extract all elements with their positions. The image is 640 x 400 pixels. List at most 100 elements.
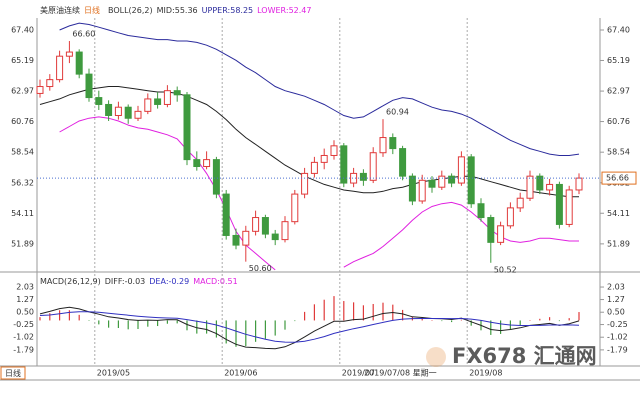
macd-bar — [245, 320, 247, 347]
indicator: BOLL(26,2) — [108, 6, 153, 15]
indicator-line — [59, 22, 580, 156]
candle-body — [408, 175, 416, 202]
indicator-line — [39, 86, 579, 198]
macd-bar — [441, 320, 443, 322]
macd-bar — [353, 302, 355, 321]
macd-bar — [558, 320, 560, 322]
macd-bar — [127, 320, 129, 330]
macd-bar — [255, 320, 257, 342]
candle-body — [487, 217, 495, 243]
candle-body — [261, 217, 269, 235]
legend-entry: UPPER:58.25 — [202, 6, 253, 15]
period: 日线 — [84, 5, 100, 15]
candle-body — [516, 197, 524, 209]
macd-bar — [529, 320, 531, 321]
candle-body — [506, 207, 514, 227]
candle-body — [291, 193, 299, 223]
candle-body — [546, 183, 554, 191]
macd-bar — [402, 309, 404, 321]
y-tick-label: 0.50 — [607, 308, 625, 317]
macd-bar — [147, 320, 149, 327]
period-tab[interactable] — [0, 366, 26, 380]
macd-bar — [372, 303, 374, 321]
y-tick-label: 56.32 — [11, 178, 34, 187]
macd-bar — [304, 311, 306, 321]
legend-entry: MID:55.36 — [157, 6, 198, 15]
candle-body — [124, 106, 132, 119]
y-tick-label: -0.25 — [13, 320, 34, 329]
high-low-label: 50.60 — [249, 264, 272, 273]
macd-bar — [108, 320, 110, 328]
main-header: 美原油连续 日线 BOLL(26,2) MID:55.36 UPPER:58.25 LOW… — [40, 5, 311, 15]
candle-body — [242, 230, 250, 246]
macd-bar — [333, 296, 335, 321]
candle-body — [203, 159, 211, 168]
candle-body — [497, 225, 505, 243]
candle-body — [56, 55, 64, 81]
macd-bar — [176, 320, 178, 324]
y-tick-label: 62.97 — [11, 87, 34, 96]
candle-body — [350, 172, 358, 184]
candle-body — [526, 175, 534, 199]
macd-bar — [186, 320, 188, 331]
y-tick-label: -0.25 — [607, 320, 628, 329]
legend-entry: MACD:0.51 — [193, 277, 238, 286]
candle-body — [46, 79, 54, 88]
macd-bar — [460, 319, 462, 321]
candle-body — [536, 175, 544, 191]
macd-bar — [578, 312, 580, 321]
y-tick-label: 60.76 — [11, 117, 34, 126]
y-tick-label: 65.19 — [607, 56, 630, 65]
candle-body — [438, 175, 446, 188]
candle-body — [65, 51, 73, 57]
candle-body — [477, 203, 485, 219]
indicator-line — [39, 311, 580, 343]
candle-body — [320, 154, 328, 163]
candle-body — [154, 98, 162, 105]
macd-bar — [225, 320, 227, 344]
candle-body — [389, 137, 397, 150]
y-tick-label: 0.50 — [16, 308, 34, 317]
y-tick-label: 60.76 — [607, 117, 630, 126]
candle-body — [467, 156, 475, 205]
legend-entry: DEA:-0.29 — [149, 277, 189, 286]
macd-bar — [382, 302, 384, 321]
y-tick-label: 58.54 — [607, 148, 630, 157]
y-tick-label: 2.03 — [607, 283, 625, 292]
candle-body — [173, 90, 181, 96]
macd-bar — [166, 320, 168, 324]
y-tick-label: 54.11 — [11, 209, 34, 218]
candle-body — [359, 172, 367, 181]
y-tick-label: 2.03 — [16, 283, 34, 292]
macd-bar — [98, 320, 100, 325]
macd-bar — [284, 320, 286, 330]
y-tick-label: 54.11 — [607, 209, 630, 218]
cursor-label: 2019/07/08 星期一 — [364, 369, 437, 378]
macd-bar — [117, 320, 119, 329]
y-tick-label: -1.02 — [13, 333, 34, 342]
candle-body — [36, 86, 44, 94]
candle-body — [75, 51, 83, 75]
candle-body — [114, 106, 122, 116]
macd-bar — [196, 320, 198, 334]
macd-bar — [59, 310, 61, 321]
macd-header: MACD(26,12,9) DIFF:-0.03 DEA:-0.29 MACD:0.5… — [40, 277, 238, 286]
macd-bar — [137, 320, 139, 329]
macd-bar — [451, 320, 453, 323]
candle-body — [232, 234, 240, 246]
candle-body — [144, 98, 152, 112]
x-tick-label: 2019/08 — [469, 369, 502, 378]
indicator-line — [39, 306, 580, 350]
macd-bar — [500, 320, 502, 334]
period-tab-label[interactable]: 日线 — [5, 368, 21, 378]
x-tick-label: 2019/07 — [342, 369, 375, 378]
y-tick-label: 1.27 — [16, 295, 34, 304]
candle-body — [575, 177, 583, 191]
candle-body — [183, 94, 191, 161]
candle-body — [428, 179, 436, 188]
candle-body — [85, 73, 93, 99]
y-tick-label: 67.40 — [11, 25, 34, 34]
y-tick-label: 51.89 — [607, 239, 630, 248]
y-tick-label: -1.79 — [607, 345, 628, 354]
